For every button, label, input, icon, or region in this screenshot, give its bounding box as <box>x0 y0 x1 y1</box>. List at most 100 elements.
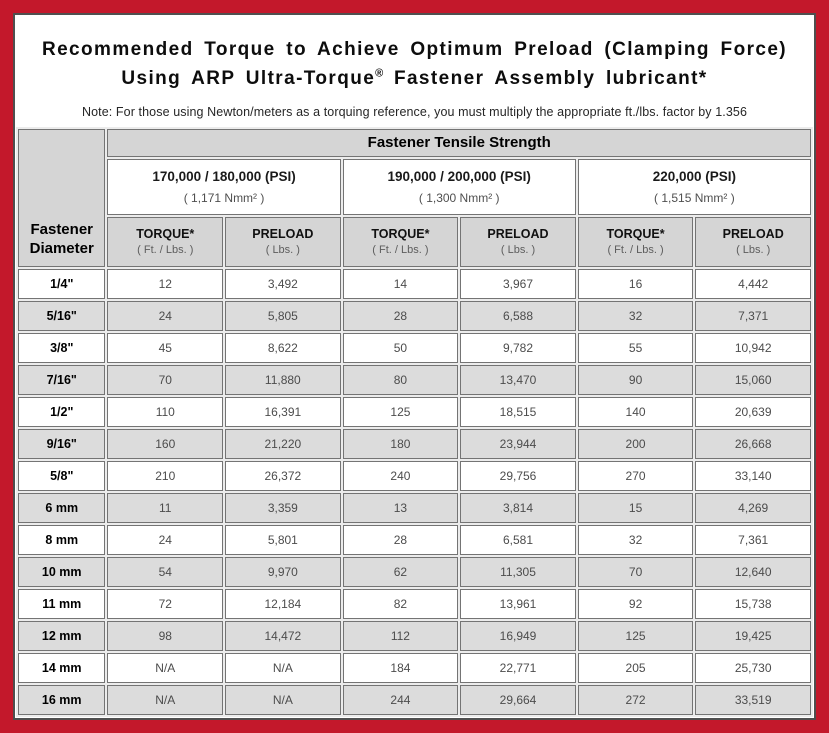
preload-value-cell: 11,880 <box>225 364 341 395</box>
table-row: 8 mm 24 5,801 28 6,581 32 7,361 <box>18 524 811 555</box>
fastener-diameter-cell: 9/16" <box>18 428 106 459</box>
torque-value-cell: 50 <box>342 332 459 363</box>
torque-value-cell: 28 <box>342 524 459 555</box>
preload-value-cell: 4,269 <box>695 492 811 523</box>
torque-value-cell: 70 <box>107 364 224 395</box>
table-row: 11 mm 72 12,184 82 13,961 92 15,738 <box>18 588 811 619</box>
title-line-1: Recommended Torque to Achieve Optimum Pr… <box>41 39 788 60</box>
preload-column-header: PRELOAD ( Lbs. ) <box>460 216 576 267</box>
torque-unit: ( Ft. / Lbs. ) <box>137 244 194 257</box>
nmm-value: ( 1,515 Nmm² ) <box>654 190 735 205</box>
preload-value-cell: 13,470 <box>460 364 576 395</box>
fastener-diameter-cell: 6 mm <box>18 492 106 523</box>
preload-value-cell: 3,814 <box>460 492 576 523</box>
torque-unit: ( Ft. / Lbs. ) <box>372 244 429 257</box>
fastener-diameter-cell: 8 mm <box>18 524 106 555</box>
table-row: 6 mm 11 3,359 13 3,814 15 4,269 <box>18 492 811 523</box>
torque-value-cell: 160 <box>107 428 224 459</box>
torque-label: TORQUE* <box>136 227 195 242</box>
torque-value-cell: 180 <box>342 428 459 459</box>
preload-label: PRELOAD <box>252 227 314 242</box>
preload-value-cell: 13,961 <box>460 588 576 619</box>
column-header-row: TORQUE* ( Ft. / Lbs. ) PRELOAD ( Lbs. ) … <box>18 216 811 267</box>
preload-value-cell: 29,756 <box>460 460 576 491</box>
torque-value-cell: 15 <box>577 492 694 523</box>
torque-value-cell: 32 <box>577 300 694 331</box>
psi-value: 170,000 / 180,000 (PSI) <box>152 168 296 184</box>
preload-value-cell: 11,305 <box>460 556 576 587</box>
preload-value-cell: 33,140 <box>695 460 811 491</box>
title-line-2-text: Using ARP Ultra-Torque <box>121 68 376 90</box>
torque-value-cell: 62 <box>342 556 459 587</box>
torque-value-cell: 205 <box>577 652 694 683</box>
torque-value-cell: 125 <box>577 620 694 651</box>
torque-value-cell: 92 <box>577 588 694 619</box>
fastener-diameter-cell: 16 mm <box>18 684 106 715</box>
torque-value-cell: 14 <box>342 268 459 299</box>
preload-value-cell: N/A <box>225 652 341 683</box>
preload-value-cell: 8,622 <box>225 332 341 363</box>
corner-header-fastener-diameter: Fastener Diameter <box>18 128 106 267</box>
torque-column-header: TORQUE* ( Ft. / Lbs. ) <box>577 216 694 267</box>
torque-value-cell: 270 <box>577 460 694 491</box>
torque-value-cell: 240 <box>342 460 459 491</box>
preload-value-cell: 26,372 <box>225 460 341 491</box>
psi-group-header-3: 220,000 (PSI) ( 1,515 Nmm² ) <box>577 158 811 215</box>
preload-value-cell: 5,805 <box>225 300 341 331</box>
preload-value-cell: 22,771 <box>460 652 576 683</box>
preload-value-cell: 14,472 <box>225 620 341 651</box>
torque-unit: ( Ft. / Lbs. ) <box>607 244 664 257</box>
fastener-diameter-cell: 10 mm <box>18 556 106 587</box>
preload-value-cell: 16,391 <box>225 396 341 427</box>
content-area: Recommended Torque to Achieve Optimum Pr… <box>13 13 816 720</box>
registered-trademark-symbol: ® <box>375 68 384 81</box>
psi-group-row: 170,000 / 180,000 (PSI) ( 1,171 Nmm² ) 1… <box>18 158 811 215</box>
preload-value-cell: 15,060 <box>695 364 811 395</box>
preload-value-cell: N/A <box>225 684 341 715</box>
torque-column-header: TORQUE* ( Ft. / Lbs. ) <box>342 216 459 267</box>
table-row: 14 mm N/A N/A 184 22,771 205 25,730 <box>18 652 811 683</box>
corner-header-line-1: Fastener <box>30 220 93 238</box>
preload-value-cell: 4,442 <box>695 268 811 299</box>
torque-value-cell: 16 <box>577 268 694 299</box>
psi-value: 220,000 (PSI) <box>652 168 737 184</box>
preload-value-cell: 6,581 <box>460 524 576 555</box>
fastener-diameter-cell: 1/4" <box>18 268 106 299</box>
preload-unit: ( Lbs. ) <box>265 244 300 257</box>
preload-value-cell: 3,967 <box>460 268 576 299</box>
preload-column-header: PRELOAD ( Lbs. ) <box>225 216 341 267</box>
torque-value-cell: 70 <box>577 556 694 587</box>
torque-label: TORQUE* <box>371 227 430 242</box>
fastener-diameter-cell: 3/8" <box>18 332 106 363</box>
preload-value-cell: 23,944 <box>460 428 576 459</box>
preload-unit: ( Lbs. ) <box>736 244 771 257</box>
torque-value-cell: 24 <box>107 300 224 331</box>
torque-value-cell: 12 <box>107 268 224 299</box>
fastener-diameter-cell: 5/16" <box>18 300 106 331</box>
preload-value-cell: 18,515 <box>460 396 576 427</box>
table-row: 7/16" 70 11,880 80 13,470 90 15,060 <box>18 364 811 395</box>
corner-header-line-2: Diameter <box>29 240 94 258</box>
preload-value-cell: 12,184 <box>225 588 341 619</box>
title-line-2-rest: Fastener Assembly lubricant* <box>383 68 708 90</box>
table-body: 1/4" 12 3,492 14 3,967 16 4,442 5/16" 24… <box>18 268 811 715</box>
torque-value-cell: 24 <box>107 524 224 555</box>
torque-value-cell: N/A <box>107 652 224 683</box>
torque-value-cell: 90 <box>577 364 694 395</box>
fastener-diameter-cell: 12 mm <box>18 620 106 651</box>
nmm-value: ( 1,171 Nmm² ) <box>183 190 265 205</box>
preload-value-cell: 16,949 <box>460 620 576 651</box>
table-row: 5/16" 24 5,805 28 6,588 32 7,371 <box>18 300 811 331</box>
note-text: Note: For those using Newton/meters as a… <box>81 104 747 119</box>
table-row: 3/8" 45 8,622 50 9,782 55 10,942 <box>18 332 811 363</box>
torque-table: Fastener Diameter Fastener Tensile Stren… <box>16 126 813 717</box>
torque-value-cell: N/A <box>107 684 224 715</box>
fastener-diameter-cell: 14 mm <box>18 652 106 683</box>
preload-value-cell: 25,730 <box>695 652 811 683</box>
preload-value-cell: 15,738 <box>695 588 811 619</box>
table-row: 1/4" 12 3,492 14 3,967 16 4,442 <box>18 268 811 299</box>
torque-value-cell: 244 <box>342 684 459 715</box>
torque-value-cell: 54 <box>107 556 224 587</box>
preload-unit: ( Lbs. ) <box>500 244 536 257</box>
